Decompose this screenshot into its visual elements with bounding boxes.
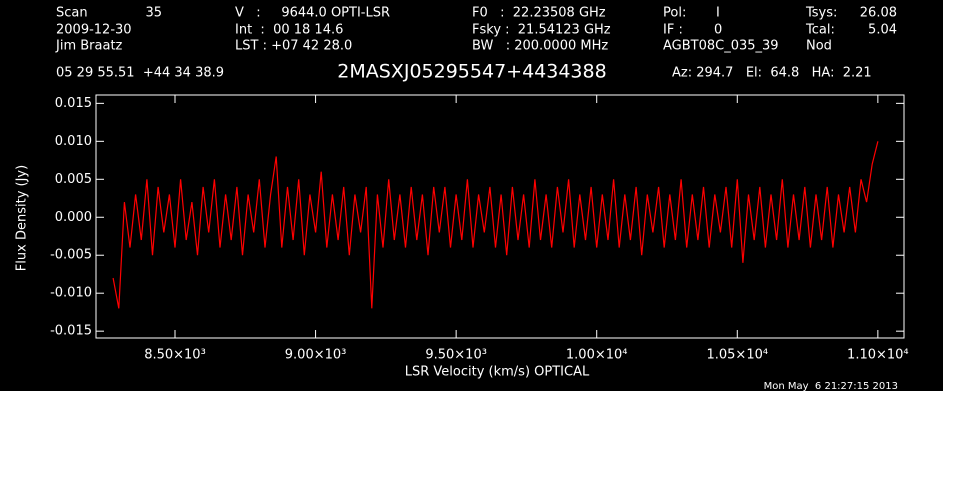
timestamp: Mon May 6 21:27:15 2013 — [764, 381, 898, 392]
if-label: IF : — [663, 23, 683, 38]
scan-label: Scan — [56, 6, 88, 21]
lst: LST : +07 42 28.0 — [235, 39, 352, 54]
x-tick-label: 1.05×10⁴ — [706, 348, 768, 363]
proc: Nod — [806, 39, 832, 54]
pol: I — [716, 6, 720, 21]
x-tick-label: 9.50×10³ — [425, 348, 487, 363]
tcal: 5.04 — [868, 23, 897, 38]
y-tick-label: 0.000 — [55, 210, 92, 225]
bw: BW : 200.0000 MHz — [472, 39, 608, 54]
f0: F0 : 22.23508 GHz — [472, 6, 606, 21]
az-el-ha: Az: 294.7 El: 64.8 HA: 2.21 — [672, 66, 872, 81]
y-axis-label: Flux Density (Jy) — [15, 165, 30, 271]
tsys: 26.08 — [860, 6, 897, 21]
int: Int : 00 18 14.6 — [235, 23, 343, 38]
y-tick-label: 0.005 — [55, 172, 92, 187]
coords: 05 29 55.51 +44 34 38.9 — [56, 66, 224, 81]
date: 2009-12-30 — [56, 23, 132, 38]
y-tick-label: -0.005 — [50, 248, 92, 263]
x-axis-label: LSR Velocity (km/s) OPTICAL — [405, 365, 590, 380]
observer: Jim Braatz — [55, 39, 123, 54]
project: AGBT08C_035_39 — [663, 39, 779, 54]
y-tick-label: 0.015 — [55, 96, 92, 111]
x-tick-label: 9.00×10³ — [285, 348, 347, 363]
velocity: V : 9644.0 OPTI-LSR — [235, 6, 390, 21]
pol-label: Pol: — [663, 6, 686, 21]
chart-title: 2MASXJ05295547+4434388 — [337, 61, 606, 83]
fsky: Fsky : 21.54123 GHz — [472, 23, 611, 38]
y-tick-label: 0.010 — [55, 134, 92, 149]
plot-frame — [95, 94, 905, 339]
background — [0, 0, 943, 391]
if: 0 — [714, 23, 722, 38]
y-tick-label: -0.015 — [50, 324, 92, 339]
spectrum-line — [112, 141, 879, 309]
x-tick-label: 1.00×10⁴ — [566, 348, 628, 363]
x-tick-label: 1.10×10⁴ — [847, 348, 909, 363]
x-tick-label: 8.50×10³ — [144, 348, 206, 363]
scan: 35 — [145, 6, 162, 21]
tsys-label: Tsys: — [805, 6, 837, 21]
tcal-label: Tcal: — [805, 23, 835, 38]
y-tick-label: -0.010 — [50, 286, 92, 301]
